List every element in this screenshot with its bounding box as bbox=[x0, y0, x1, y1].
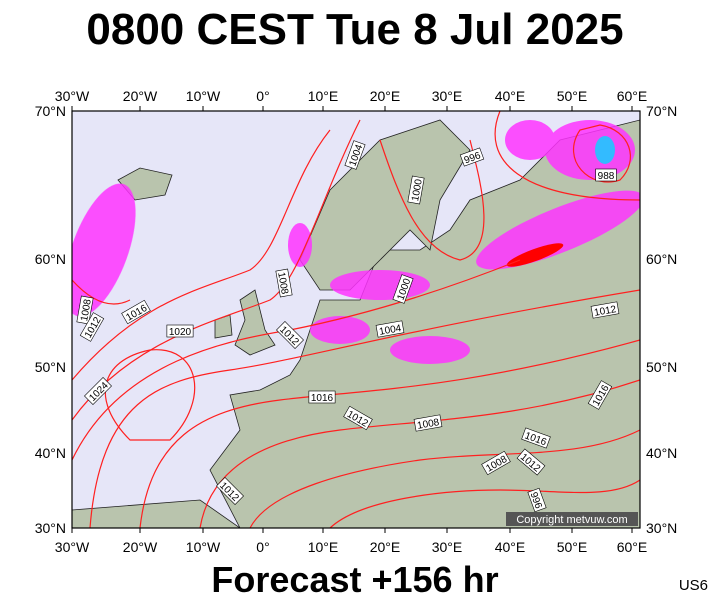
isobar-label: 1012 bbox=[590, 301, 620, 319]
latitude-label: 70°N bbox=[646, 103, 677, 119]
longitude-label: 60°E bbox=[617, 88, 648, 104]
isobar-label-box bbox=[516, 448, 546, 476]
latitude-label: 50°N bbox=[35, 359, 66, 375]
copyright: Copyright metvuw.com bbox=[516, 514, 627, 526]
latitude-label: 70°N bbox=[35, 103, 66, 119]
isobar-value: 1020 bbox=[169, 327, 192, 338]
isobar-label-box bbox=[76, 295, 94, 325]
isobar-label-box bbox=[590, 301, 620, 319]
longitude-label: 30°W bbox=[55, 539, 90, 555]
model-code: US6 bbox=[679, 577, 708, 594]
heavy-rain bbox=[506, 136, 615, 267]
isobar-value: 1008 bbox=[416, 417, 440, 432]
isobar-value: 1008 bbox=[79, 298, 94, 322]
longitude-label: 60°E bbox=[617, 539, 648, 555]
isobar-label-box bbox=[407, 175, 425, 205]
isobar-label: 988 bbox=[595, 168, 617, 182]
longitude-label: 40°E bbox=[495, 539, 526, 555]
copyright-box bbox=[506, 512, 638, 526]
isobar-value: 1016 bbox=[311, 393, 334, 404]
longitude-label: 0° bbox=[256, 539, 269, 555]
isobar-label-box bbox=[413, 414, 443, 432]
labels: 30°W 30°W 20°W 20°W 10°W 10°W 0° 0° 10°E 10°E 20°E… bbox=[35, 88, 678, 555]
longitude-label: 10°W bbox=[186, 88, 221, 104]
isobar-label-box bbox=[166, 324, 194, 338]
longitude-label: 50°E bbox=[557, 539, 588, 555]
isobar-label-box bbox=[521, 427, 551, 449]
longitude-label: 50°E bbox=[557, 88, 588, 104]
latitude-label: 60°N bbox=[646, 251, 677, 267]
isobar-value: 1004 bbox=[378, 323, 402, 338]
longitude-label: 10°E bbox=[308, 539, 339, 555]
isobar-label-box bbox=[276, 321, 304, 349]
isobar-label-box bbox=[343, 405, 373, 431]
forecast-label: Forecast +156 hr bbox=[211, 559, 498, 600]
latitude-label: 30°N bbox=[35, 520, 66, 536]
longitude-label: 10°W bbox=[186, 539, 221, 555]
isobar-label-box bbox=[527, 487, 547, 513]
isobar-label-box bbox=[595, 168, 617, 182]
longitude-label: 30°E bbox=[432, 539, 463, 555]
title: 0800 CEST Tue 8 Jul 2025 bbox=[86, 5, 623, 54]
isobar-label: 1004 bbox=[375, 320, 405, 338]
isobars bbox=[72, 111, 640, 528]
latitude-label: 40°N bbox=[35, 445, 66, 461]
isobar-label: 1008 bbox=[76, 295, 94, 325]
isobar-label-box bbox=[275, 268, 293, 298]
longitude-label: 0° bbox=[256, 88, 269, 104]
isobar-label-box bbox=[344, 140, 366, 170]
longitude-label: 20°E bbox=[370, 88, 401, 104]
longitude-label: 20°W bbox=[123, 88, 158, 104]
longitude-label: 20°W bbox=[123, 539, 158, 555]
isobar-value: 1000 bbox=[410, 178, 425, 202]
isobar-label: 1008 bbox=[413, 414, 443, 432]
isobar-label-box bbox=[79, 312, 105, 342]
isobar-label-box bbox=[587, 380, 613, 410]
isobar-label-box bbox=[392, 274, 414, 304]
longitude-label: 40°E bbox=[495, 88, 526, 104]
isobar-label: 1016 bbox=[308, 390, 336, 404]
isobar-label-box bbox=[459, 147, 485, 167]
isobar-value: 988 bbox=[598, 171, 615, 182]
map-area bbox=[72, 111, 640, 528]
longitude-label: 20°E bbox=[370, 539, 401, 555]
isobar-label-box bbox=[481, 450, 511, 476]
longitude-label: 30°W bbox=[55, 88, 90, 104]
isobar-label: 1000 bbox=[407, 175, 425, 205]
latitude-label: 60°N bbox=[35, 251, 66, 267]
latitude-label: 30°N bbox=[646, 520, 677, 536]
isobar-value: 1012 bbox=[593, 304, 617, 319]
isobar-label: 1020 bbox=[166, 324, 194, 338]
isobar-label-box bbox=[375, 320, 405, 338]
isobar-label: 1008 bbox=[275, 268, 293, 298]
isobar-label-box bbox=[84, 377, 112, 405]
isobar-value: 1008 bbox=[275, 271, 290, 295]
longitude-label: 10°E bbox=[308, 88, 339, 104]
isobar-label-box bbox=[121, 299, 151, 325]
latitude-label: 50°N bbox=[646, 359, 677, 375]
latitude-label: 40°N bbox=[646, 445, 677, 461]
isobar-label-box bbox=[308, 390, 336, 404]
longitude-label: 30°E bbox=[432, 88, 463, 104]
isobar-label-box bbox=[216, 477, 244, 505]
map-frame bbox=[71, 110, 641, 529]
